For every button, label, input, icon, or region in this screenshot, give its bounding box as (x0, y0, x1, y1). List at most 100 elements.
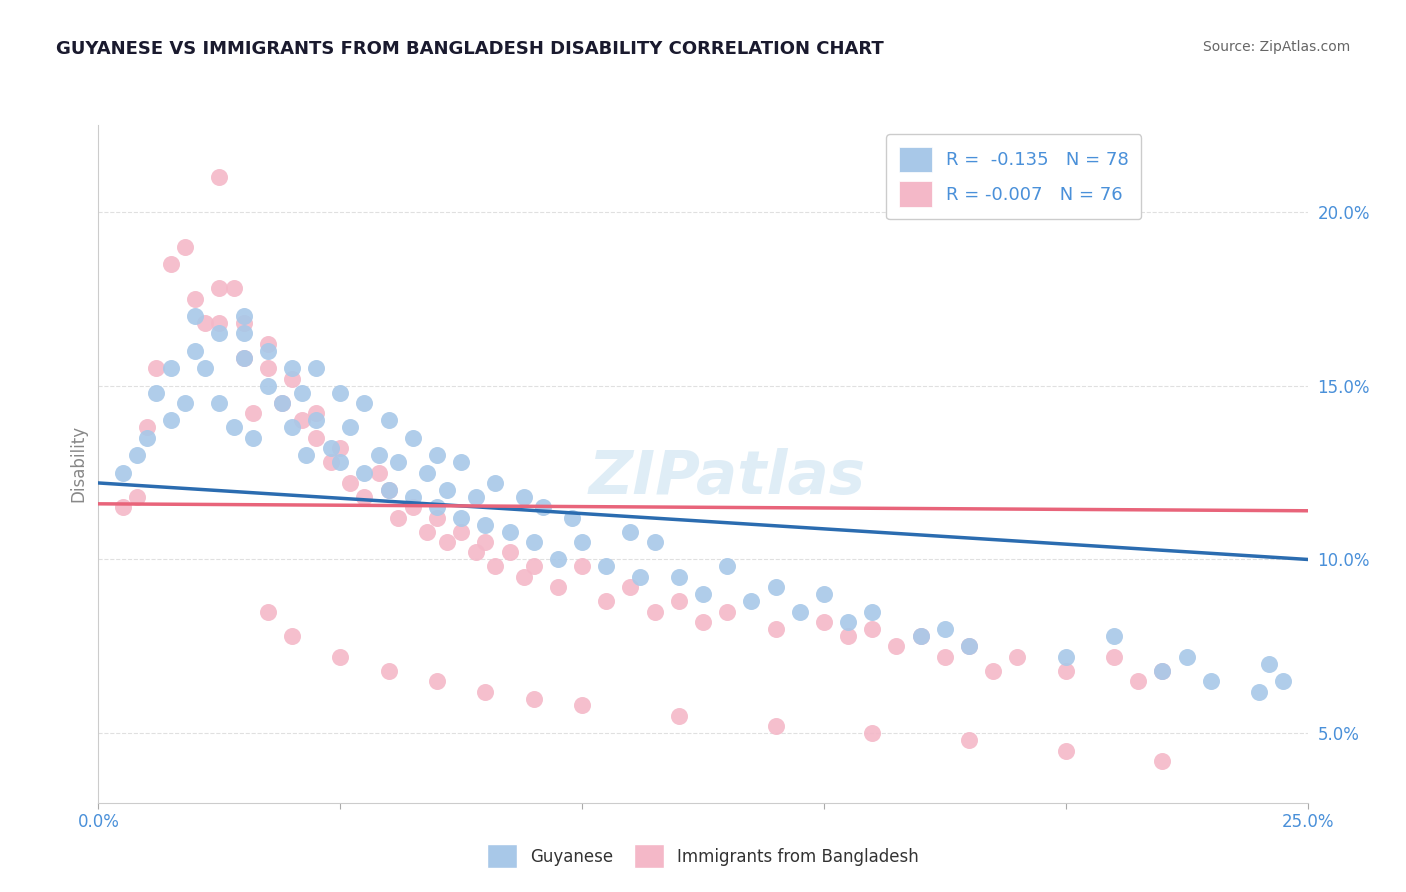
Point (416, 466, 439, 480)
Point (271, 396, 294, 410)
Point (464, 490, 486, 504)
Point (184, 292, 207, 306)
Point (860, 726, 883, 740)
Point (957, 733, 980, 747)
Point (436, 483, 458, 497)
Point (1102, 649, 1125, 664)
Point (934, 649, 956, 664)
Point (402, 500, 425, 515)
Point (426, 448, 449, 462)
Point (305, 413, 328, 427)
Point (353, 466, 375, 480)
Point (474, 535, 496, 549)
Point (145, 385, 167, 400)
Point (256, 343, 278, 358)
Point (1199, 674, 1222, 689)
Point (329, 441, 352, 455)
Point (208, 396, 231, 410)
Point (208, 326, 231, 341)
Point (765, 719, 787, 733)
Y-axis label: Disability: Disability (69, 425, 87, 502)
Point (692, 615, 714, 629)
Point (111, 466, 134, 480)
Point (426, 674, 449, 689)
Point (387, 510, 409, 524)
Point (498, 545, 520, 559)
Point (256, 605, 278, 619)
Point (1249, 684, 1271, 698)
Point (232, 326, 254, 341)
Point (174, 239, 197, 253)
Point (402, 490, 425, 504)
Point (242, 431, 264, 445)
Point (135, 420, 157, 434)
Point (242, 406, 264, 420)
Point (416, 524, 439, 539)
Point (160, 361, 183, 376)
Point (668, 709, 690, 723)
Point (1054, 744, 1077, 758)
Point (531, 500, 554, 515)
Point (368, 466, 391, 480)
Point (547, 552, 569, 566)
Point (111, 500, 134, 515)
Point (644, 605, 666, 619)
Point (222, 420, 245, 434)
Point (184, 343, 207, 358)
Point (377, 413, 399, 427)
Point (281, 372, 304, 386)
Point (813, 587, 835, 601)
Point (232, 309, 254, 323)
Point (329, 385, 352, 400)
Point (740, 594, 762, 608)
Point (1152, 754, 1174, 768)
Point (837, 629, 859, 643)
Point (1128, 674, 1150, 689)
Point (644, 535, 666, 549)
Point (377, 483, 399, 497)
Point (595, 594, 617, 608)
Point (256, 337, 278, 351)
Point (716, 559, 738, 574)
Point (194, 361, 217, 376)
Point (184, 309, 207, 323)
Point (353, 490, 375, 504)
Point (232, 351, 254, 365)
Point (426, 510, 449, 524)
Legend: Guyanese, Immigrants from Bangladesh: Guyanese, Immigrants from Bangladesh (481, 838, 925, 875)
Point (295, 448, 318, 462)
Point (716, 605, 738, 619)
Point (232, 351, 254, 365)
Point (957, 640, 980, 654)
Point (484, 475, 506, 490)
Point (1054, 649, 1077, 664)
Point (436, 535, 458, 549)
Point (208, 169, 231, 184)
Point (290, 413, 312, 427)
Point (450, 455, 472, 469)
Point (1175, 649, 1198, 664)
Point (305, 431, 328, 445)
Point (561, 510, 583, 524)
Point (886, 640, 908, 654)
Point (1152, 664, 1174, 678)
Text: GUYANESE VS IMMIGRANTS FROM BANGLADESH DISABILITY CORRELATION CHART: GUYANESE VS IMMIGRANTS FROM BANGLADESH D… (56, 40, 884, 58)
Point (595, 559, 617, 574)
Point (450, 510, 472, 524)
Point (319, 455, 342, 469)
Point (910, 629, 932, 643)
Point (1102, 629, 1125, 643)
Point (860, 622, 883, 636)
Point (208, 316, 231, 330)
Point (619, 580, 641, 594)
Point (934, 622, 956, 636)
Point (813, 615, 835, 629)
Point (1152, 664, 1174, 678)
Text: Source: ZipAtlas.com: Source: ZipAtlas.com (1202, 40, 1350, 54)
Point (135, 431, 157, 445)
Point (1007, 649, 1029, 664)
Point (547, 580, 569, 594)
Point (860, 605, 883, 619)
Point (628, 570, 651, 584)
Point (174, 396, 197, 410)
